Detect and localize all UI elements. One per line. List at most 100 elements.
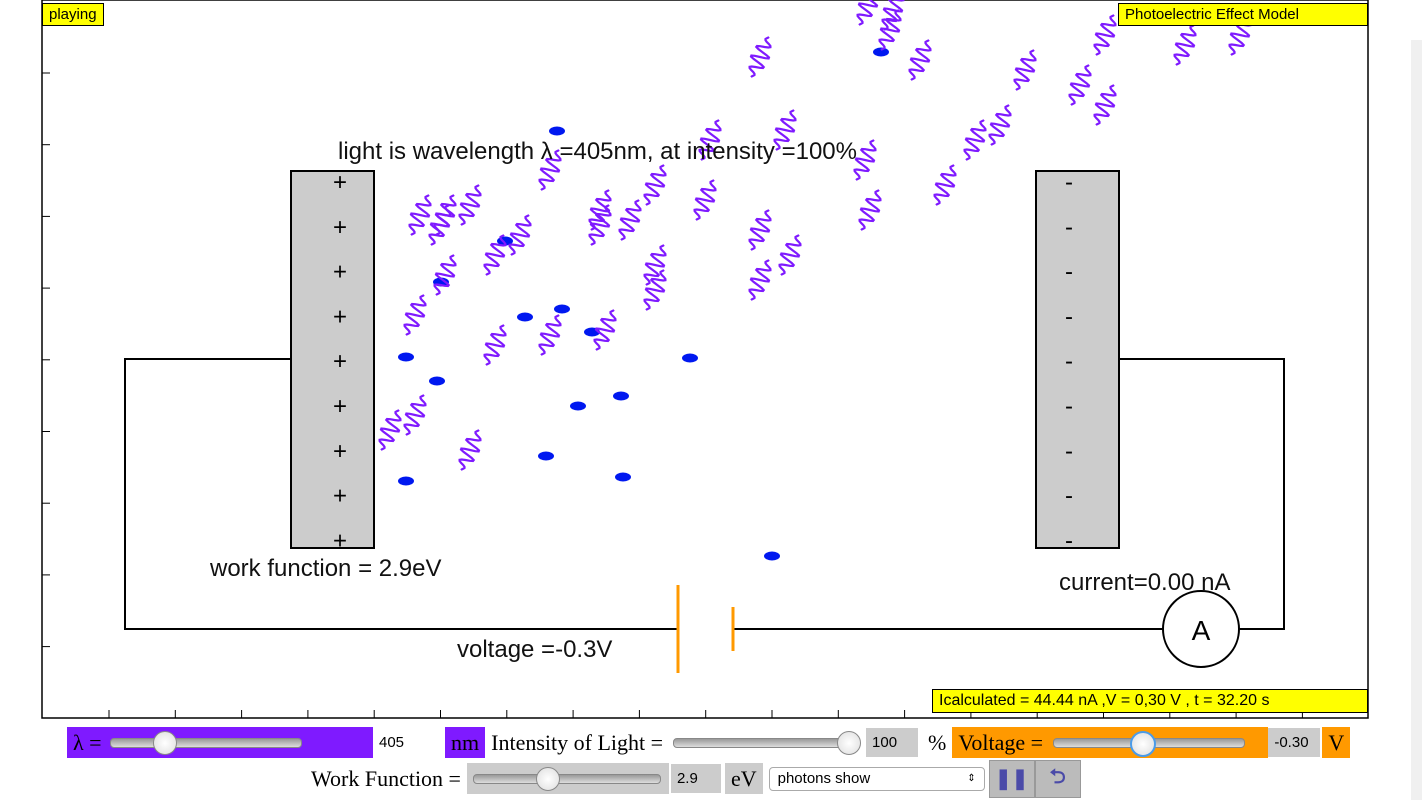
photon bbox=[483, 234, 507, 276]
lambda-label: λ = bbox=[73, 729, 102, 755]
lambda-unit: nm bbox=[445, 727, 486, 758]
positive-charge-sign: + bbox=[333, 259, 347, 286]
work-function-label: Work Function = bbox=[311, 765, 461, 791]
anode-plate bbox=[290, 170, 375, 549]
photon bbox=[643, 244, 667, 286]
photon bbox=[588, 189, 612, 231]
photon bbox=[1093, 84, 1117, 126]
intensity-label: Intensity of Light = bbox=[491, 729, 664, 755]
positive-charge-sign: + bbox=[333, 527, 347, 554]
photon bbox=[378, 409, 402, 451]
photon bbox=[403, 294, 427, 336]
electron bbox=[549, 126, 565, 136]
work-function-control bbox=[466, 763, 669, 794]
negative-charge-sign: - bbox=[1065, 483, 1073, 510]
lambda-value[interactable]: 405 bbox=[373, 728, 441, 757]
select-arrows-icon: ⇕ bbox=[967, 773, 976, 784]
electron bbox=[682, 353, 698, 363]
photon bbox=[748, 36, 772, 78]
photon bbox=[856, 0, 879, 26]
lambda-slider[interactable] bbox=[109, 730, 302, 755]
voltage-control: Voltage = bbox=[952, 727, 1269, 758]
photon bbox=[508, 214, 532, 256]
work-function-slider-knob[interactable] bbox=[536, 766, 561, 791]
photon bbox=[778, 234, 802, 276]
cathode-plate bbox=[1035, 170, 1120, 549]
intensity-slider[interactable] bbox=[673, 730, 862, 755]
photon bbox=[483, 324, 507, 366]
positive-charge-sign: + bbox=[333, 483, 347, 510]
photon bbox=[643, 269, 667, 311]
circuit-wire bbox=[124, 358, 1285, 630]
photon bbox=[853, 139, 877, 181]
work-function-slider[interactable] bbox=[472, 766, 661, 791]
electron bbox=[538, 451, 554, 461]
photon bbox=[933, 164, 957, 206]
page-scrollbar[interactable] bbox=[1411, 40, 1422, 800]
photon bbox=[988, 104, 1012, 146]
status-label: playing bbox=[42, 3, 104, 26]
negative-charge-sign: - bbox=[1065, 527, 1073, 554]
light-info-text: light is wavelength λ =405nm, at intensi… bbox=[338, 138, 857, 165]
photon bbox=[1013, 49, 1037, 91]
reset-button[interactable]: ⮌ bbox=[1034, 759, 1081, 798]
photon bbox=[538, 149, 562, 191]
electron bbox=[570, 401, 586, 411]
voltage-unit: V bbox=[1322, 727, 1351, 758]
intensity-slider-knob[interactable] bbox=[837, 730, 862, 755]
voltage-slider-knob[interactable] bbox=[1129, 730, 1156, 757]
photon bbox=[643, 164, 667, 206]
intensity-unit: % bbox=[928, 729, 947, 755]
voltage-label: Voltage = bbox=[958, 729, 1044, 755]
work-function-unit: eV bbox=[724, 763, 763, 794]
photon bbox=[908, 39, 932, 81]
negative-charge-sign: - bbox=[1065, 393, 1073, 420]
display-mode-value: photons show bbox=[777, 770, 871, 787]
reset-icon: ⮌ bbox=[1049, 765, 1066, 788]
pause-button[interactable]: ❚❚ bbox=[988, 759, 1035, 798]
ammeter-label: A bbox=[1192, 615, 1211, 646]
photon bbox=[878, 9, 902, 51]
electron bbox=[764, 551, 780, 561]
negative-charge-sign: - bbox=[1065, 348, 1073, 375]
photon bbox=[618, 199, 642, 241]
ammeter bbox=[1162, 590, 1240, 668]
positive-charge-sign: + bbox=[333, 303, 347, 330]
pause-icon: ❚❚ bbox=[994, 768, 1029, 790]
model-title: Photoelectric Effect Model bbox=[1118, 3, 1368, 26]
electron bbox=[613, 391, 629, 401]
electron bbox=[398, 476, 414, 486]
voltage-slider[interactable] bbox=[1053, 730, 1246, 757]
photon bbox=[881, 0, 905, 31]
photon bbox=[693, 179, 717, 221]
voltage-text: voltage =-0.3V bbox=[457, 636, 613, 663]
electron bbox=[429, 376, 445, 386]
intensity-value[interactable]: 100 bbox=[866, 728, 919, 757]
axis-ticks bbox=[42, 72, 1303, 718]
photon bbox=[1173, 24, 1197, 66]
electron bbox=[873, 47, 889, 57]
calculated-readout: Icalculated = 44.44 nA ,V = 0,30 V , t =… bbox=[932, 689, 1368, 713]
positive-charge-sign: + bbox=[333, 169, 347, 196]
negative-charge-sign: - bbox=[1065, 214, 1073, 241]
lambda-slider-knob[interactable] bbox=[152, 730, 177, 755]
work-function-text: work function = 2.9eV bbox=[210, 555, 442, 582]
photon bbox=[773, 109, 797, 151]
photon bbox=[748, 209, 772, 251]
photon bbox=[963, 119, 987, 161]
electron bbox=[615, 472, 631, 482]
display-mode-select[interactable]: photons show ⇕ bbox=[768, 766, 985, 791]
electron bbox=[554, 304, 570, 314]
lambda-control: λ = bbox=[67, 727, 373, 758]
voltage-value[interactable]: -0.30 bbox=[1268, 728, 1321, 757]
work-function-value[interactable]: 2.9 bbox=[670, 764, 721, 793]
photon bbox=[433, 254, 457, 296]
photon bbox=[588, 204, 612, 246]
photon bbox=[748, 259, 772, 301]
positive-charge-sign: + bbox=[333, 214, 347, 241]
photon bbox=[428, 204, 452, 246]
photon bbox=[1068, 64, 1092, 106]
photon bbox=[403, 394, 427, 436]
photon bbox=[593, 309, 617, 351]
